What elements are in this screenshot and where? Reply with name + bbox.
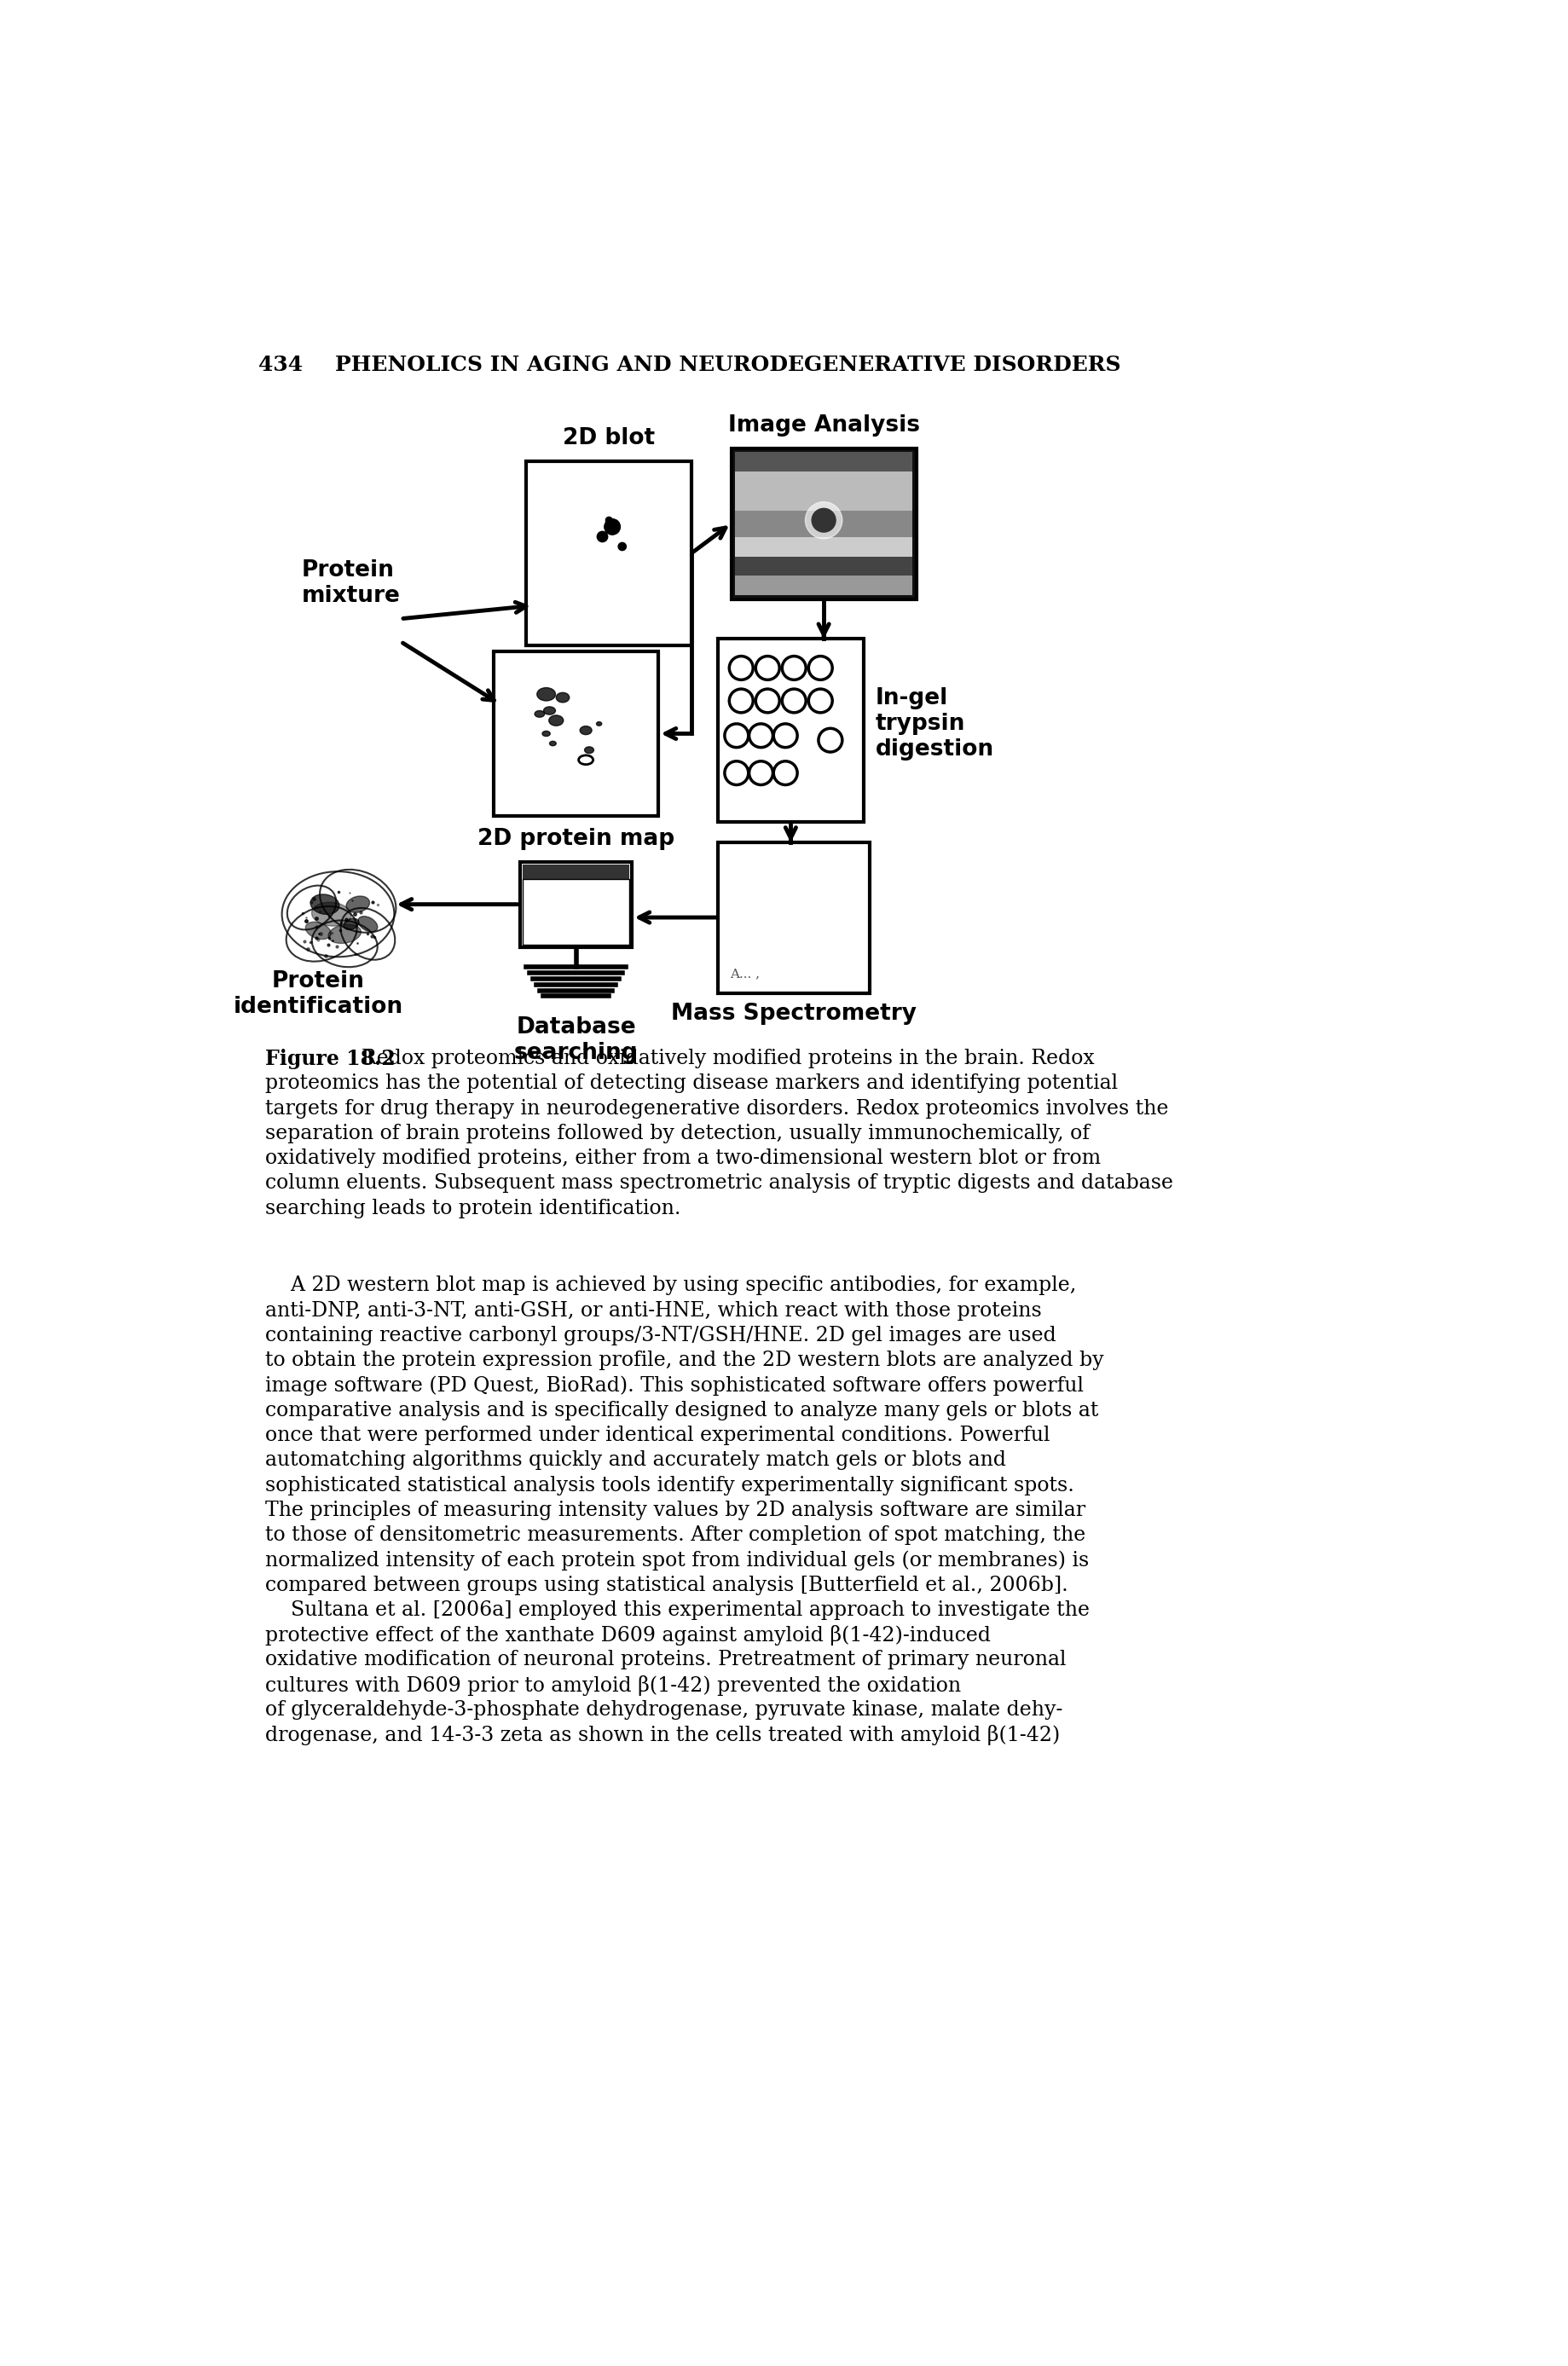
Text: Image Analysis: Image Analysis: [728, 414, 920, 435]
Text: anti-DNP, anti-3-NT, anti-GSH, or anti-HNE, which react with those proteins: anti-DNP, anti-3-NT, anti-GSH, or anti-H…: [265, 1301, 1041, 1320]
Ellipse shape: [343, 918, 359, 930]
Text: proteomics has the potential of detecting disease markers and identifying potent: proteomics has the potential of detectin…: [265, 1074, 1118, 1093]
Text: Redox proteomics and oxidatively modified proteins in the brain. Redox: Redox proteomics and oxidatively modifie…: [361, 1048, 1094, 1069]
Ellipse shape: [282, 871, 394, 956]
Text: once that were performed under identical experimental conditions. Powerful: once that were performed under identical…: [265, 1427, 1051, 1446]
Bar: [522, 878, 629, 944]
Text: 2D blot: 2D blot: [563, 428, 655, 450]
Bar: [718, 639, 864, 823]
Bar: [735, 537, 913, 556]
Ellipse shape: [557, 693, 569, 703]
Text: image software (PD Quest, BioRad). This sophisticated software offers powerful: image software (PD Quest, BioRad). This …: [265, 1375, 1083, 1396]
Ellipse shape: [543, 731, 550, 736]
Bar: [527, 461, 691, 646]
Bar: [735, 511, 913, 537]
Circle shape: [812, 509, 836, 532]
Text: automatching algorithms quickly and accurately match gels or blots and: automatching algorithms quickly and accu…: [265, 1450, 1007, 1469]
Ellipse shape: [549, 715, 563, 726]
Ellipse shape: [287, 906, 358, 961]
Ellipse shape: [340, 909, 395, 961]
Text: 434: 434: [259, 355, 303, 376]
Text: Protein
mixture: Protein mixture: [301, 561, 400, 608]
Ellipse shape: [596, 722, 602, 726]
Bar: [718, 842, 870, 994]
Text: comparative analysis and is specifically designed to analyze many gels or blots : comparative analysis and is specifically…: [265, 1401, 1099, 1420]
Circle shape: [604, 518, 621, 535]
Bar: [731, 447, 916, 599]
Text: 2D protein map: 2D protein map: [477, 828, 674, 849]
Text: targets for drug therapy in neurodegenerative disorders. Redox proteomics involv: targets for drug therapy in neurodegener…: [265, 1098, 1168, 1119]
Text: containing reactive carbonyl groups/3-NT/GSH/HNE. 2D gel images are used: containing reactive carbonyl groups/3-NT…: [265, 1325, 1057, 1346]
Ellipse shape: [287, 885, 336, 930]
Text: The principles of measuring intensity values by 2D analysis software are similar: The principles of measuring intensity va…: [265, 1500, 1085, 1519]
Text: to those of densitometric measurements. After completion of spot matching, the: to those of densitometric measurements. …: [265, 1526, 1085, 1545]
Text: Database
searching: Database searching: [514, 1015, 638, 1065]
Text: normalized intensity of each protein spot from individual gels (or membranes) is: normalized intensity of each protein spo…: [265, 1550, 1090, 1571]
Text: of glyceraldehyde-3-phosphate dehydrogenase, pyruvate kinase, malate dehy-: of glyceraldehyde-3-phosphate dehydrogen…: [265, 1701, 1063, 1720]
Text: sophisticated statistical analysis tools identify experimentally significant spo: sophisticated statistical analysis tools…: [265, 1476, 1074, 1495]
Text: oxidatively modified proteins, either from a two-dimensional western blot or fro: oxidatively modified proteins, either fr…: [265, 1148, 1101, 1169]
Ellipse shape: [585, 748, 594, 752]
Text: Protein
identification: Protein identification: [234, 970, 403, 1017]
Circle shape: [597, 532, 608, 542]
Bar: [731, 447, 916, 599]
Text: PHENOLICS IN AGING AND NEURODEGENERATIVE DISORDERS: PHENOLICS IN AGING AND NEURODEGENERATIVE…: [334, 355, 1121, 376]
Text: searching leads to protein identification.: searching leads to protein identificatio…: [265, 1200, 681, 1218]
Ellipse shape: [310, 894, 339, 913]
Text: drogenase, and 14-3-3 zeta as shown in the cells treated with amyloid β(1-42): drogenase, and 14-3-3 zeta as shown in t…: [265, 1725, 1060, 1746]
Ellipse shape: [328, 925, 361, 944]
Text: cultures with D609 prior to amyloid β(1-42) prevented the oxidation: cultures with D609 prior to amyloid β(1-…: [265, 1675, 961, 1696]
Text: In-gel
trypsin
digestion: In-gel trypsin digestion: [875, 686, 994, 759]
Text: A 2D western blot map is achieved by using specific antibodies, for example,: A 2D western blot map is achieved by usi…: [265, 1275, 1077, 1297]
Ellipse shape: [306, 923, 331, 939]
Text: protective effect of the xanthate D609 against amyloid β(1-42)-induced: protective effect of the xanthate D609 a…: [265, 1625, 991, 1647]
Bar: [519, 861, 632, 946]
Text: Mass Spectrometry: Mass Spectrometry: [671, 1003, 917, 1024]
Bar: [735, 575, 913, 596]
Text: Sultana et al. [2006a] employed this experimental approach to investigate the: Sultana et al. [2006a] employed this exp…: [265, 1599, 1090, 1621]
Bar: [522, 878, 629, 944]
Text: compared between groups using statistical analysis [Butterfield et al., 2006b].: compared between groups using statistica…: [265, 1576, 1068, 1595]
Text: oxidative modification of neuronal proteins. Pretreatment of primary neuronal: oxidative modification of neuronal prote…: [265, 1649, 1066, 1670]
Text: A... ,: A... ,: [731, 968, 760, 980]
Text: to obtain the protein expression profile, and the 2D western blots are analyzed : to obtain the protein expression profile…: [265, 1351, 1104, 1370]
Text: column eluents. Subsequent mass spectrometric analysis of tryptic digests and da: column eluents. Subsequent mass spectrom…: [265, 1174, 1173, 1192]
Ellipse shape: [347, 897, 370, 913]
Bar: [735, 452, 913, 471]
Ellipse shape: [536, 689, 555, 700]
Ellipse shape: [312, 901, 351, 925]
Ellipse shape: [312, 920, 378, 968]
Ellipse shape: [535, 710, 544, 717]
Text: Figure 18.2: Figure 18.2: [265, 1048, 395, 1069]
Ellipse shape: [358, 916, 378, 932]
Text: separation of brain proteins followed by detection, usually immunochemically, of: separation of brain proteins followed by…: [265, 1124, 1090, 1143]
Bar: [522, 864, 629, 878]
Circle shape: [806, 502, 842, 539]
Bar: [735, 471, 913, 511]
Circle shape: [605, 518, 612, 523]
Ellipse shape: [320, 871, 397, 932]
Ellipse shape: [580, 726, 591, 733]
Ellipse shape: [544, 707, 555, 715]
Circle shape: [618, 542, 626, 551]
Ellipse shape: [549, 741, 557, 745]
Bar: [494, 651, 659, 816]
Bar: [735, 556, 913, 575]
